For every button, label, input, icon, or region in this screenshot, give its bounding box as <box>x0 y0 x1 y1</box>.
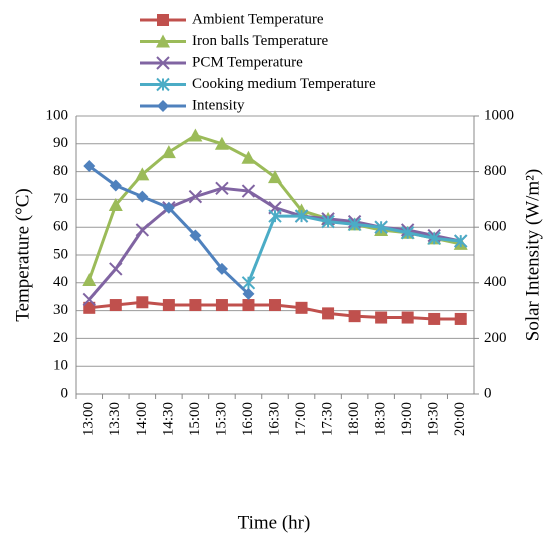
data-point <box>322 307 335 320</box>
x-axis-label: Time (hr) <box>238 512 311 533</box>
data-point <box>348 310 361 323</box>
y-tick-label: 30 <box>53 302 68 318</box>
x-tick-label: 18:00 <box>346 402 362 436</box>
y2-tick-label: 800 <box>484 163 507 179</box>
data-point <box>82 273 97 287</box>
data-point <box>215 181 229 195</box>
data-point <box>108 197 123 211</box>
x-tick-label: 15:30 <box>213 402 229 436</box>
legend-marker <box>157 100 169 112</box>
data-point <box>109 179 122 192</box>
data-point <box>214 136 229 150</box>
data-point <box>295 301 308 314</box>
data-point <box>268 170 282 184</box>
y2-tick-label: 0 <box>484 385 492 401</box>
data-point <box>188 189 203 204</box>
x-tick-label: 17:00 <box>293 402 309 436</box>
y-tick-label: 40 <box>53 274 68 290</box>
y-tick-label: 20 <box>53 330 68 346</box>
data-point <box>427 231 441 246</box>
x-tick-label: 14:00 <box>134 402 150 436</box>
data-point <box>269 299 281 312</box>
data-point <box>162 299 175 312</box>
x-tick-label: 18:30 <box>373 402 389 436</box>
legend-marker <box>156 77 170 92</box>
data-point <box>374 220 388 234</box>
data-point <box>135 167 150 181</box>
x-tick-label: 19:00 <box>399 402 415 436</box>
y-tick-label: 70 <box>53 191 68 207</box>
data-point <box>83 301 96 314</box>
data-point <box>215 262 228 275</box>
data-point <box>188 128 203 142</box>
data-point <box>347 217 362 232</box>
data-point <box>135 223 150 237</box>
data-point <box>109 299 122 312</box>
y2-tick-label: 200 <box>484 330 507 346</box>
data-point <box>294 209 309 223</box>
y-tick-label: 0 <box>61 385 69 401</box>
data-point <box>241 276 256 290</box>
data-point <box>375 311 388 324</box>
data-point <box>109 262 123 276</box>
y-axis-label: Temperature (°C) <box>12 188 33 321</box>
legend-label: Iron balls Temperature <box>192 33 328 49</box>
y-tick-label: 90 <box>53 135 68 151</box>
data-point <box>242 287 255 300</box>
x-tick-label: 17:30 <box>320 402 336 436</box>
y2-tick-label: 400 <box>484 274 507 290</box>
data-point <box>83 160 96 173</box>
y-tick-label: 60 <box>53 219 68 235</box>
legend-label: Intensity <box>192 97 245 113</box>
data-point <box>136 190 149 203</box>
data-point <box>189 299 202 312</box>
y-tick-label: 10 <box>53 358 68 374</box>
data-point <box>241 150 256 164</box>
x-tick-label: 13:00 <box>81 402 97 436</box>
data-point <box>401 311 414 324</box>
data-point <box>454 312 467 325</box>
data-point <box>428 312 441 325</box>
y2-tick-label: 600 <box>484 219 507 235</box>
data-point <box>242 299 255 312</box>
x-tick-label: 16:00 <box>240 402 256 436</box>
x-tick-label: 16:30 <box>266 402 282 436</box>
y2-tick-label: 1000 <box>484 107 514 123</box>
data-point <box>136 296 149 309</box>
x-tick-label: 13:30 <box>107 402 123 436</box>
x-tick-label: 14:30 <box>160 402 176 436</box>
legend-marker <box>157 14 169 26</box>
data-point <box>400 226 415 240</box>
legend-label: Ambient Temperature <box>192 11 324 27</box>
x-tick-label: 19:30 <box>426 402 442 436</box>
y-tick-label: 50 <box>53 246 68 262</box>
x-tick-label: 15:00 <box>187 402 203 436</box>
data-point <box>161 145 176 159</box>
data-point <box>82 292 96 307</box>
data-point <box>189 229 202 242</box>
y-tick-label: 100 <box>46 107 69 123</box>
data-point <box>215 299 228 312</box>
y-tick-label: 80 <box>53 163 68 179</box>
data-point <box>241 184 256 198</box>
legend-label: PCM Temperature <box>192 54 303 70</box>
y2-axis-label: Solar Intensity (W/m²) <box>522 169 543 341</box>
legend-marker <box>156 34 170 48</box>
data-point <box>268 209 282 223</box>
legend-marker <box>156 56 170 70</box>
legend-label: Cooking medium Temperature <box>192 76 376 92</box>
data-point <box>162 201 175 214</box>
data-point <box>321 214 335 229</box>
x-tick-label: 20:00 <box>452 402 468 436</box>
data-point <box>454 234 468 248</box>
